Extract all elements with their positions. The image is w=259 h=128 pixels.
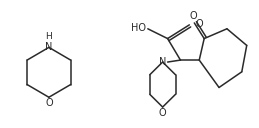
Text: O: O	[159, 108, 167, 118]
Text: N: N	[159, 57, 166, 67]
Text: HO: HO	[131, 23, 146, 33]
Text: O: O	[45, 98, 53, 108]
Text: H: H	[46, 31, 52, 41]
Text: N: N	[45, 42, 53, 52]
Text: O: O	[195, 19, 203, 29]
Text: O: O	[190, 11, 197, 21]
